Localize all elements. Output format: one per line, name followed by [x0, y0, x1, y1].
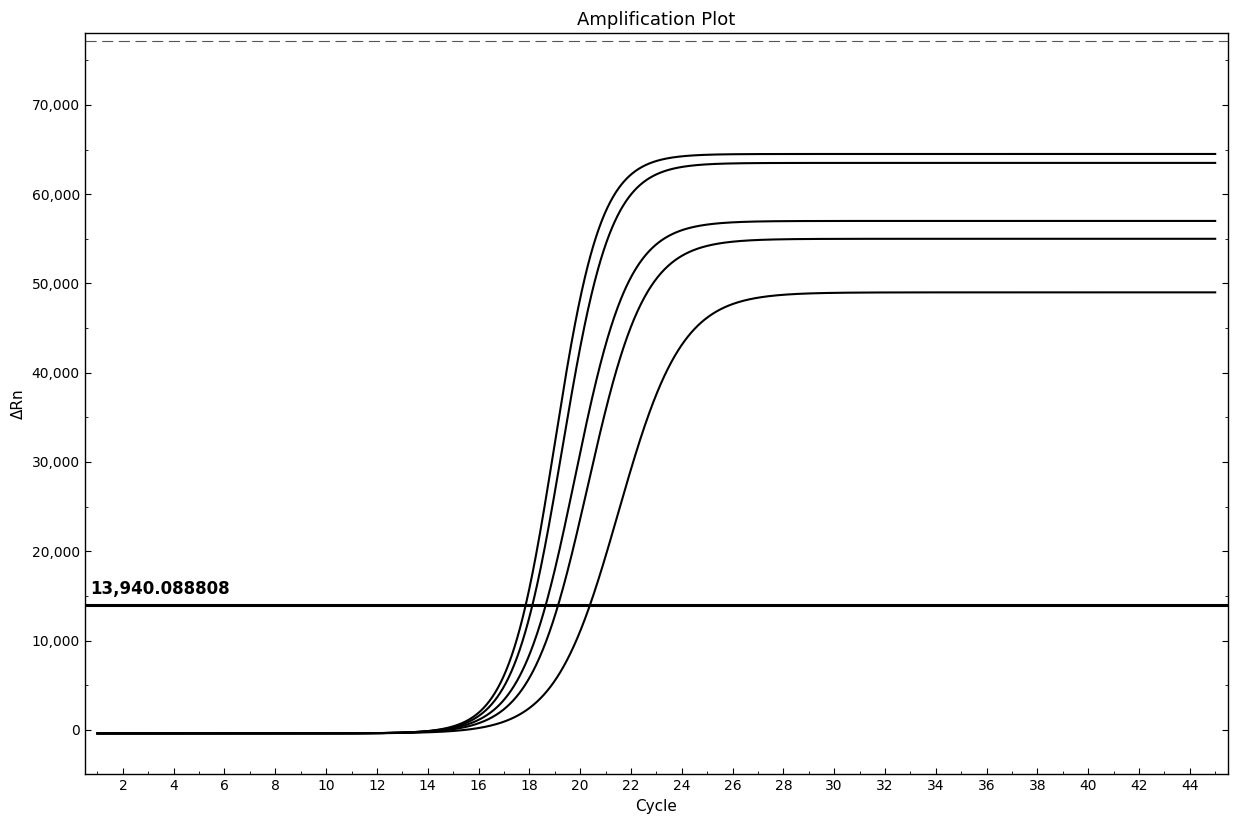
- Y-axis label: ΔRn: ΔRn: [11, 389, 26, 419]
- Text: 13,940.088808: 13,940.088808: [90, 580, 230, 598]
- Title: Amplification Plot: Amplification Plot: [577, 11, 736, 29]
- X-axis label: Cycle: Cycle: [636, 799, 678, 814]
